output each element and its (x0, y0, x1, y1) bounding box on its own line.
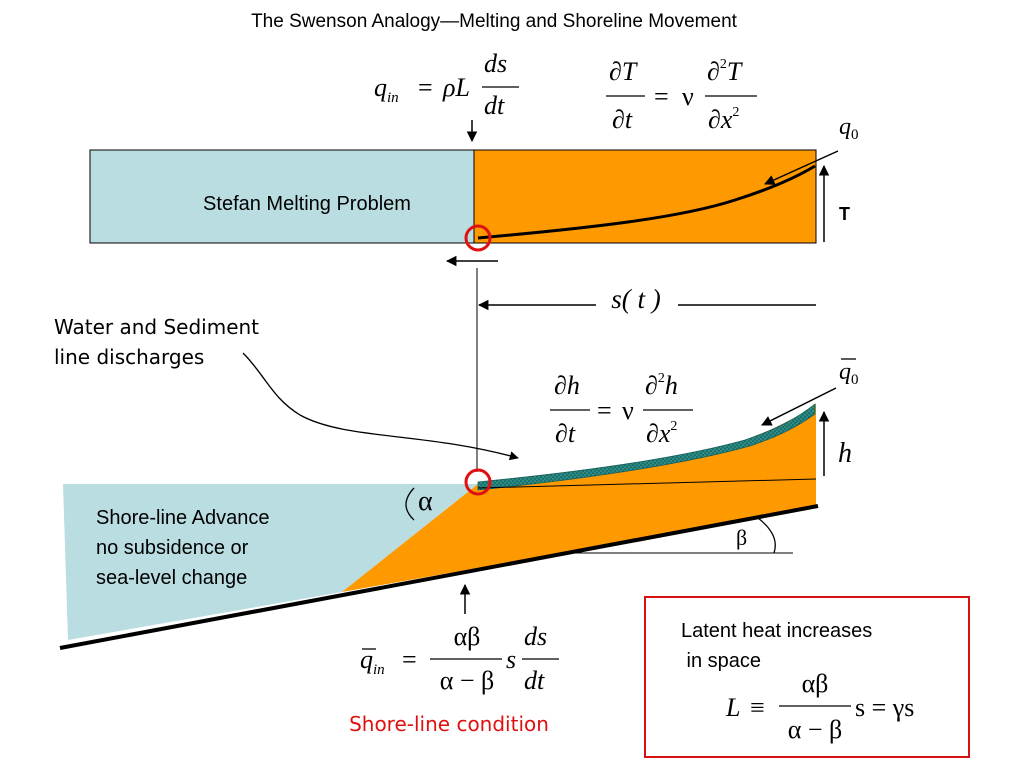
beta-label: β (736, 525, 747, 550)
svg-text:∂t: ∂t (612, 105, 633, 134)
svg-text:ds: ds (524, 622, 547, 651)
sea-region (63, 484, 478, 640)
advance-label: Shore-line Advance no subsidence or sea-le… (96, 507, 269, 589)
alpha-label: α (418, 486, 433, 517)
q0-label: q0 (839, 114, 859, 143)
svg-text:dt: dt (524, 666, 545, 695)
svg-text:∂h: ∂h (554, 371, 580, 400)
svg-text:αβ: αβ (454, 622, 481, 651)
svg-text:L: L (725, 693, 740, 722)
shoreline-condition-label: Shore-line condition (349, 712, 549, 736)
melt-region (473, 149, 817, 244)
discharge-layer (477, 403, 816, 491)
interface-marker-top (464, 224, 492, 252)
svg-text:s = γs: s = γs (855, 693, 914, 722)
beta-arc (757, 517, 776, 554)
svg-text:ν: ν (622, 396, 634, 425)
t-axis-label: T (839, 204, 850, 224)
sediment-wedge (342, 404, 816, 592)
svg-text:dt: dt (484, 91, 505, 120)
s-label: s( t ) (611, 284, 661, 314)
svg-text:∂T: ∂T (609, 57, 638, 86)
water-label: Water and Sediment line discharges (54, 315, 259, 369)
svg-text:∂2T: ∂2T (707, 57, 743, 86)
svg-text:∂x2: ∂x2 (708, 105, 739, 134)
latent-heat-text: Latent heat increases in space (681, 620, 872, 672)
latent-heat-box (644, 596, 970, 758)
svg-text:ds: ds (484, 49, 507, 78)
q0bar-label: q0 (839, 359, 859, 388)
h-label: h (838, 438, 852, 469)
svg-text:α − β: α − β (440, 666, 495, 695)
solid-region (89, 149, 475, 244)
water-pointer (242, 352, 519, 461)
q0bar-arrow (761, 387, 837, 426)
stefan-flux-equation: qin = ρL ds dt (374, 49, 519, 120)
svg-text:ν: ν (682, 82, 694, 111)
svg-text:s: s (506, 645, 516, 674)
svg-text:≡: ≡ (750, 693, 765, 722)
svg-text:=: = (418, 73, 433, 102)
sea-level-line (477, 478, 817, 489)
svg-text:=: = (597, 396, 612, 425)
svg-text:α − β: α − β (788, 715, 843, 744)
svg-text:qin: qin (374, 73, 399, 106)
svg-text:∂2h: ∂2h (645, 371, 678, 400)
svg-text:=: = (654, 82, 669, 111)
svg-text:∂x2: ∂x2 (646, 419, 677, 448)
svg-text:∂t: ∂t (555, 419, 576, 448)
interface-marker-shore (464, 468, 492, 496)
alpha-arc (405, 487, 415, 521)
svg-text:αβ: αβ (802, 669, 829, 698)
temperature-profile (477, 164, 816, 240)
q0-arrow (764, 150, 839, 185)
svg-text:=: = (402, 645, 417, 674)
basement-line (59, 504, 819, 650)
shoreline-flux-equation: qin = αβ α − β s ds dt (360, 622, 559, 695)
stefan-label: Stefan Melting Problem (203, 193, 411, 215)
heat-equation: ∂T ∂t = ν ∂2T ∂x2 (606, 57, 757, 134)
svg-text:qin: qin (360, 645, 385, 678)
height-equation: ∂h ∂t = ν ∂2h ∂x2 (550, 371, 693, 448)
diagram-title: The Swenson Analogy—Melting and Shorelin… (251, 11, 738, 32)
svg-text:ρL: ρL (442, 73, 470, 102)
latent-heat-equation: L ≡ αβ α − β s = γs (725, 669, 914, 744)
